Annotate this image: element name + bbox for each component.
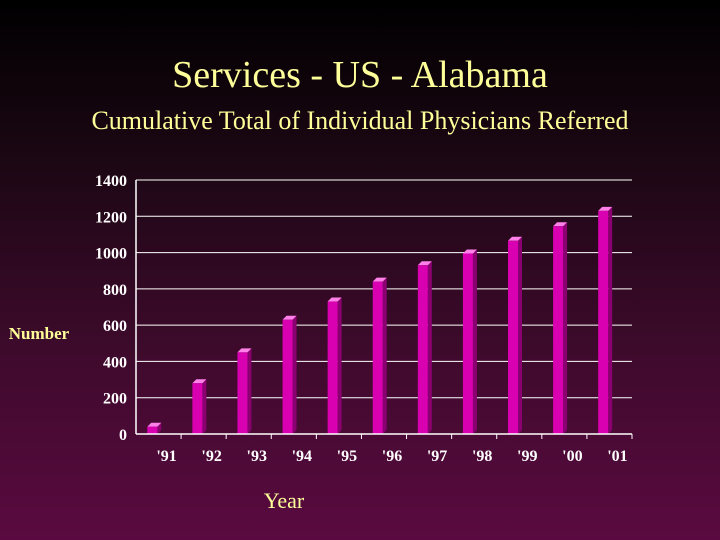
bar — [417, 265, 428, 434]
bar-side — [292, 315, 297, 434]
bar-side — [157, 422, 162, 434]
slide-title: Services - US - Alabama — [172, 54, 548, 96]
x-tick-label: '98 — [472, 448, 492, 465]
bar-top — [327, 297, 342, 302]
y-tick-label: 1200 — [95, 209, 127, 226]
bar-top — [553, 222, 568, 227]
bar-top — [372, 277, 387, 282]
bar-top — [282, 315, 297, 320]
bar — [192, 383, 203, 434]
bar-side — [472, 249, 477, 434]
y-tick-label: 0 — [119, 427, 127, 444]
bar-side — [247, 348, 252, 434]
x-tick-label: '91 — [156, 448, 176, 465]
bar — [237, 352, 248, 434]
y-tick-label: 1000 — [95, 246, 127, 263]
bar-top — [192, 379, 207, 384]
bar-top — [598, 206, 613, 211]
bar-side — [202, 379, 207, 434]
bar — [327, 301, 338, 434]
bar-top — [237, 348, 252, 353]
bar-side — [337, 297, 342, 434]
x-tick-label: '96 — [382, 448, 402, 465]
bar-side — [427, 261, 432, 434]
bar-top — [462, 249, 477, 254]
bar — [147, 426, 158, 434]
x-tick-label: '95 — [337, 448, 357, 465]
x-tick-label: '94 — [292, 448, 312, 465]
bar-top — [417, 261, 432, 266]
y-tick-label: 1400 — [95, 173, 127, 190]
bar — [462, 253, 473, 434]
bar — [372, 281, 383, 434]
x-tick-label: '01 — [607, 448, 627, 465]
y-tick-label: 800 — [103, 282, 127, 299]
y-tick-label: 400 — [103, 354, 127, 371]
x-tick-label: '93 — [247, 448, 267, 465]
x-tick-label: '99 — [517, 448, 537, 465]
bar — [553, 226, 564, 434]
x-axis-title: Year — [264, 488, 305, 513]
x-tick-label: '00 — [562, 448, 582, 465]
bar-top — [508, 236, 522, 241]
y-tick-label: 600 — [103, 318, 127, 335]
bar — [282, 319, 293, 434]
y-tick-label: 200 — [103, 391, 127, 408]
bar-side — [608, 206, 613, 434]
y-axis-title: Number — [9, 324, 70, 343]
bar-side — [563, 222, 568, 434]
bar — [598, 210, 609, 434]
x-tick-label: '92 — [201, 448, 221, 465]
bar-side — [518, 236, 522, 434]
x-tick-label: '97 — [427, 448, 447, 465]
bar-top — [147, 422, 162, 427]
bar-side — [382, 277, 387, 434]
slide-subtitle: Cumulative Total of Individual Physician… — [91, 106, 629, 135]
bar — [508, 240, 518, 434]
